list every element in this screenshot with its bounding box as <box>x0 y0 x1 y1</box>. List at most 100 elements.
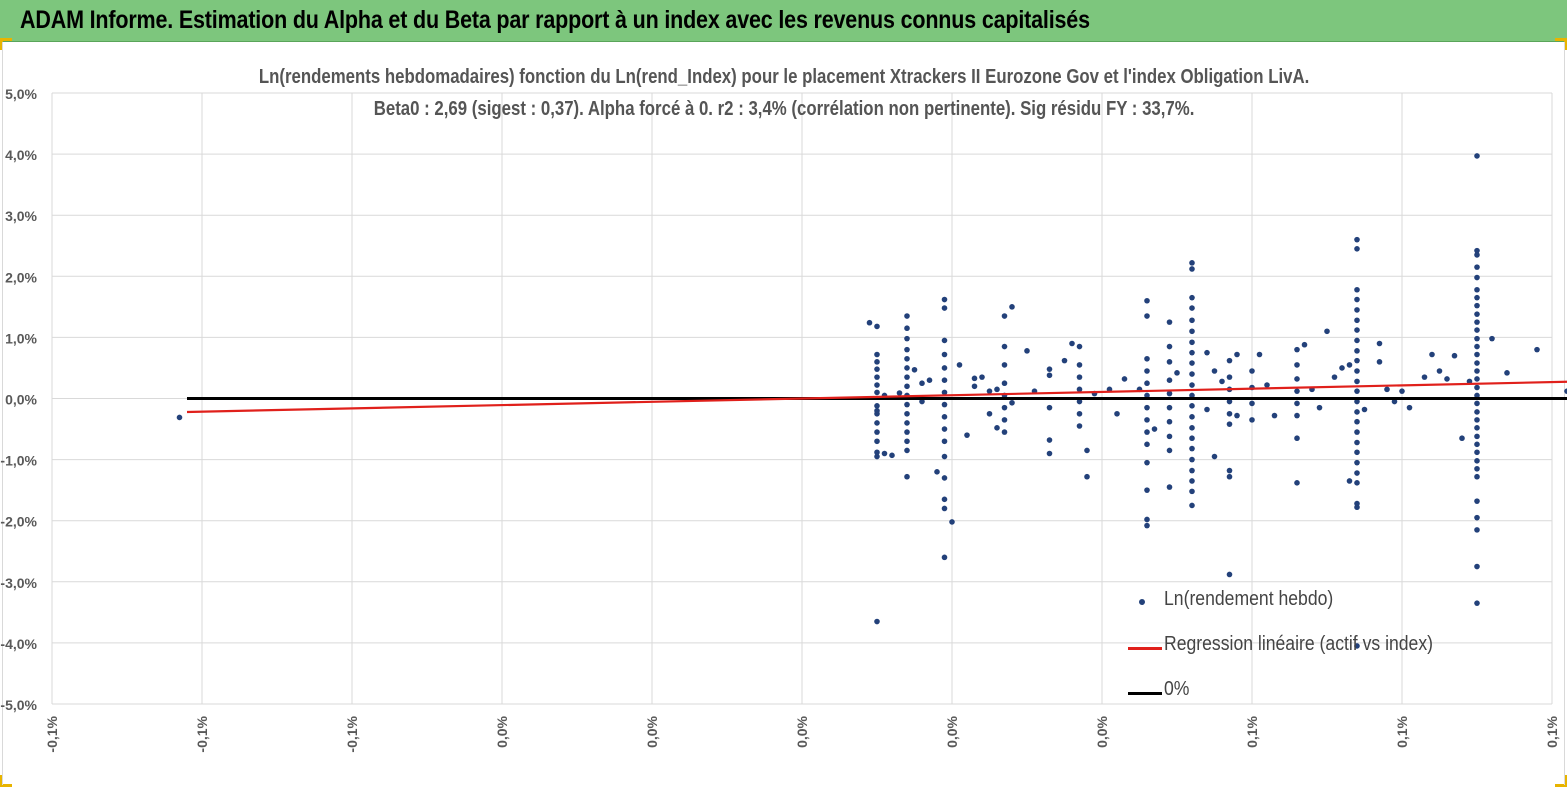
data-point <box>1166 484 1173 490</box>
data-point <box>1474 302 1480 309</box>
data-point <box>1166 418 1173 425</box>
data-point <box>1354 643 1360 649</box>
data-point <box>1354 459 1360 466</box>
data-point <box>1189 260 1195 266</box>
data-point <box>1226 357 1233 364</box>
data-point <box>1474 274 1480 281</box>
data-point <box>1489 335 1495 342</box>
data-point <box>904 374 910 380</box>
data-point <box>1076 423 1083 429</box>
data-point <box>1189 478 1195 484</box>
data-point <box>874 351 880 358</box>
legend-label-points: Ln(rendement hebdo) <box>1164 588 1334 610</box>
data-point <box>1474 376 1480 382</box>
data-point <box>1046 437 1053 443</box>
corner-marker-top-left <box>0 38 12 50</box>
data-point <box>1144 404 1150 411</box>
data-point <box>1076 374 1083 380</box>
data-point <box>1474 264 1480 270</box>
data-point <box>1354 388 1360 394</box>
data-point <box>1421 374 1428 380</box>
data-point <box>1346 362 1353 368</box>
data-point <box>1189 382 1195 388</box>
data-point <box>874 407 880 414</box>
data-point <box>1474 252 1480 258</box>
data-point <box>1234 351 1240 358</box>
chart-title-line-1: Ln(rendements hebdomadaires) fonction du… <box>258 66 1310 88</box>
data-point <box>1474 441 1480 448</box>
data-point <box>1474 498 1480 504</box>
data-point <box>1354 470 1360 476</box>
corner-marker-top-right <box>1555 38 1567 50</box>
data-point <box>1294 480 1300 486</box>
data-point <box>1114 410 1120 417</box>
legend-label-zero: 0% <box>1164 678 1190 700</box>
data-point <box>1474 600 1480 606</box>
data-point <box>874 438 880 445</box>
data-point <box>941 296 948 303</box>
data-point <box>1084 447 1090 454</box>
data-point <box>1226 410 1233 417</box>
data-point <box>1331 374 1338 380</box>
x-tick-label: 0,0% <box>644 715 660 747</box>
data-point <box>1384 386 1390 393</box>
data-point <box>1189 456 1195 463</box>
data-point <box>1429 351 1435 358</box>
data-point <box>1189 445 1195 452</box>
data-point <box>986 388 993 394</box>
data-point <box>964 432 970 438</box>
data-point <box>1144 297 1150 304</box>
data-point <box>1144 417 1150 423</box>
data-point <box>941 377 948 383</box>
x-tick-label: 0,1% <box>1244 715 1260 747</box>
data-point <box>904 383 910 390</box>
data-point <box>1474 153 1480 159</box>
data-point <box>904 335 910 342</box>
data-point <box>1294 346 1300 353</box>
data-point <box>986 410 993 417</box>
data-point <box>866 319 873 326</box>
data-point <box>949 519 955 525</box>
data-point <box>1354 398 1360 405</box>
data-point <box>1474 409 1480 415</box>
data-point <box>1256 351 1263 358</box>
data-point <box>1459 435 1465 442</box>
y-tick-label: -4,0% <box>0 636 37 652</box>
y-tick-label: -1,0% <box>0 453 37 469</box>
data-point <box>1189 371 1195 377</box>
data-point <box>1144 392 1150 399</box>
data-point <box>1339 365 1345 371</box>
data-point <box>1189 266 1195 272</box>
data-point <box>1076 343 1083 350</box>
data-point <box>1166 319 1173 325</box>
data-point <box>904 420 910 426</box>
data-point <box>1474 465 1480 472</box>
data-point <box>874 366 880 372</box>
data-point <box>941 426 948 432</box>
y-tick-label: 4,0% <box>5 147 37 163</box>
data-point <box>1474 327 1480 333</box>
data-point <box>1001 429 1008 435</box>
data-point <box>1451 352 1458 359</box>
data-point <box>1001 380 1008 387</box>
data-point <box>1046 366 1053 372</box>
data-point <box>941 505 948 512</box>
data-point <box>1294 362 1300 368</box>
legend-marker-points <box>1139 599 1145 605</box>
data-point <box>904 410 910 417</box>
data-point <box>881 450 888 457</box>
data-point <box>971 375 978 382</box>
data-point <box>1226 421 1233 427</box>
data-point <box>1144 429 1150 435</box>
data-point <box>1399 388 1405 394</box>
data-point <box>1234 412 1240 419</box>
data-point <box>1474 335 1480 342</box>
data-point <box>1474 247 1480 254</box>
data-point <box>1226 398 1233 405</box>
data-point <box>1294 388 1300 394</box>
data-point <box>1211 453 1218 460</box>
legend-marker-zero <box>1128 692 1162 695</box>
data-point <box>904 355 910 362</box>
data-point <box>1226 571 1233 578</box>
